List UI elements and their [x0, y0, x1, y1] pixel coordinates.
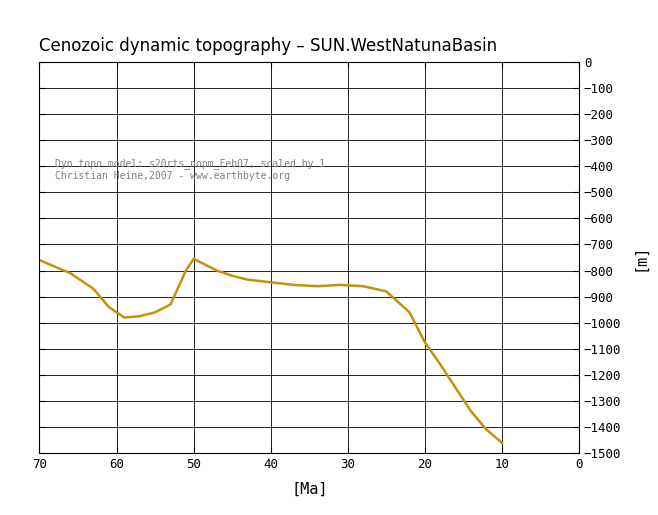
Y-axis label: [m]: [m]	[632, 244, 647, 271]
Text: Dyn topo model: s20rts_nopm_Feb07, scaled by 1
Christian Heine,2007 - www.earthb: Dyn topo model: s20rts_nopm_Feb07, scale…	[55, 158, 325, 181]
X-axis label: [Ma]: [Ma]	[291, 482, 328, 497]
Text: Cenozoic dynamic topography – SUN.WestNatunaBasin: Cenozoic dynamic topography – SUN.WestNa…	[39, 37, 497, 55]
